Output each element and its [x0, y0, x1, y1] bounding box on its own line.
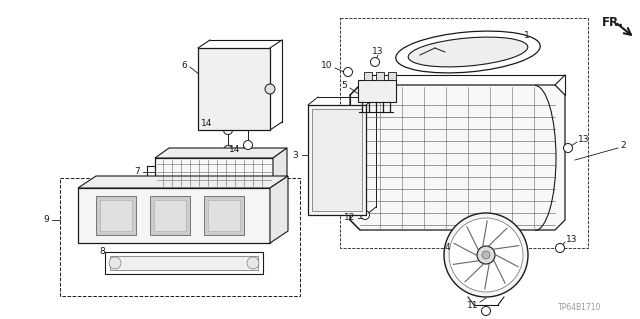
Text: 11: 11: [467, 300, 478, 309]
Text: 2: 2: [620, 140, 626, 150]
Polygon shape: [273, 148, 287, 188]
Circle shape: [371, 57, 380, 66]
Bar: [312, 109, 362, 211]
Text: 12: 12: [344, 213, 355, 222]
Text: 1: 1: [524, 31, 530, 40]
Circle shape: [247, 257, 259, 269]
Bar: [105, 252, 263, 274]
Text: 9: 9: [44, 216, 49, 225]
Circle shape: [244, 165, 252, 172]
Text: 8: 8: [99, 248, 105, 256]
Polygon shape: [78, 176, 288, 188]
Polygon shape: [155, 148, 287, 158]
Bar: [208, 200, 240, 231]
Bar: [110, 256, 258, 270]
Text: 13: 13: [372, 48, 384, 56]
Bar: [150, 196, 190, 235]
Text: 13: 13: [566, 234, 577, 243]
Bar: [204, 196, 244, 235]
Text: 13: 13: [578, 135, 589, 144]
Circle shape: [223, 145, 232, 154]
Text: FR.: FR.: [602, 16, 624, 28]
Ellipse shape: [408, 37, 528, 67]
Bar: [376, 72, 384, 80]
Text: 10: 10: [321, 62, 332, 70]
Text: 14: 14: [228, 145, 240, 154]
Bar: [100, 200, 132, 231]
Bar: [60, 178, 300, 296]
Bar: [198, 48, 270, 130]
Circle shape: [477, 246, 495, 264]
Bar: [155, 158, 273, 188]
Bar: [96, 196, 136, 235]
Text: 7: 7: [134, 167, 140, 176]
Text: 6: 6: [181, 61, 187, 70]
Circle shape: [556, 243, 564, 253]
Circle shape: [360, 211, 369, 219]
Circle shape: [482, 251, 490, 259]
Text: 5: 5: [341, 81, 347, 91]
Circle shape: [344, 68, 353, 77]
Bar: [388, 72, 396, 80]
Circle shape: [444, 213, 528, 297]
Polygon shape: [270, 176, 288, 243]
Circle shape: [243, 140, 253, 150]
Circle shape: [481, 307, 490, 315]
Bar: [340, 18, 588, 248]
Circle shape: [223, 125, 232, 135]
Circle shape: [265, 84, 275, 94]
Bar: [364, 72, 372, 80]
Ellipse shape: [396, 31, 540, 73]
Circle shape: [449, 218, 523, 292]
Text: 3: 3: [292, 151, 298, 160]
Text: TP64B1710: TP64B1710: [558, 303, 602, 313]
Bar: [358, 80, 396, 102]
Bar: [154, 200, 186, 231]
Bar: [308, 105, 366, 215]
Text: 14: 14: [200, 120, 212, 129]
Polygon shape: [350, 85, 565, 230]
Text: 4: 4: [444, 243, 450, 253]
Circle shape: [563, 144, 573, 152]
Circle shape: [109, 257, 121, 269]
Bar: [78, 188, 270, 243]
